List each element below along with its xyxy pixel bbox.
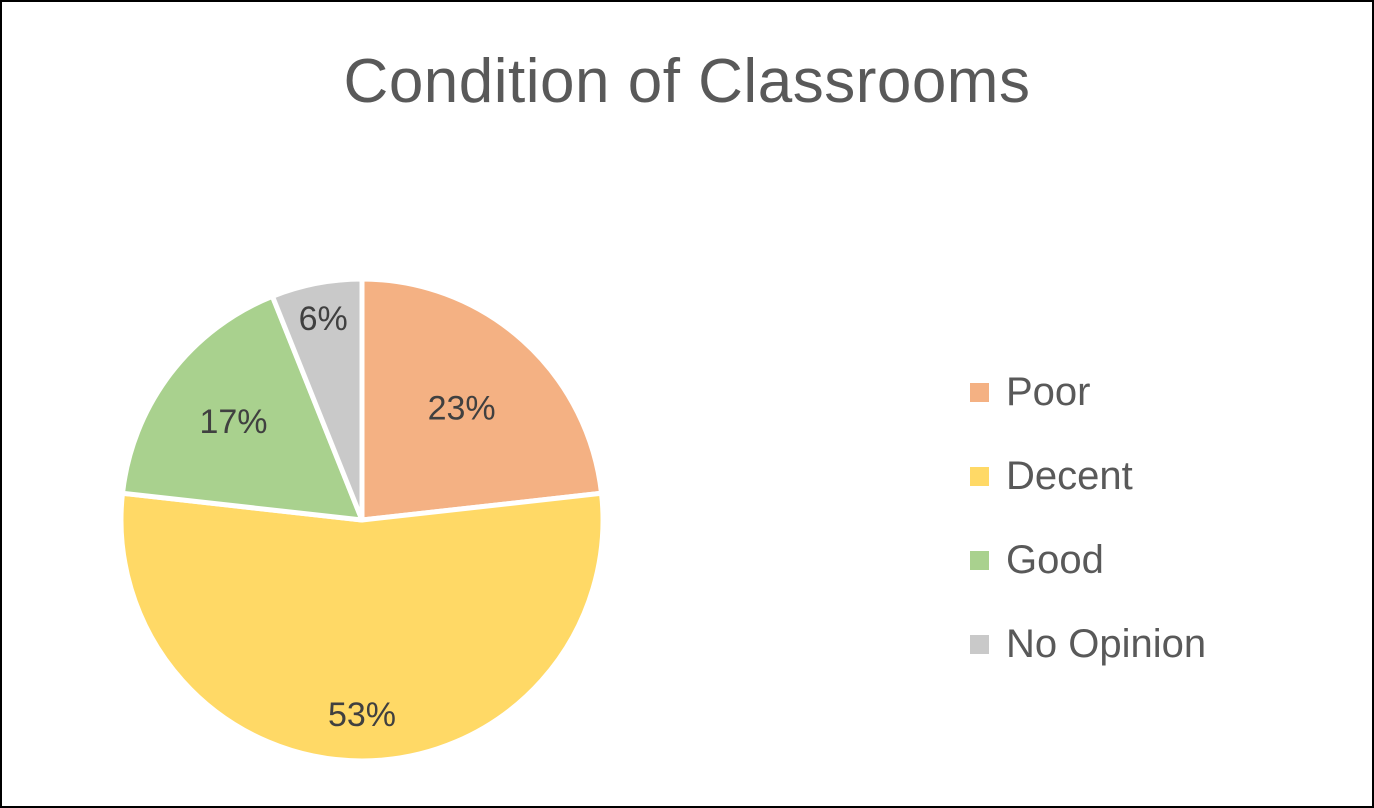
data-label-no-opinion: 6% [299,300,348,338]
legend-item-good: Good [970,518,1206,602]
legend-swatch [970,550,989,570]
pie-slice-poor [359,276,605,523]
legend-label: Decent [1006,453,1133,498]
legend-label: Poor [1006,369,1091,414]
legend-item-poor: Poor [970,350,1206,434]
pie-slice-good [119,293,365,523]
legend-swatch [970,382,989,402]
legend-item-no-opinion: No Opinion [970,602,1206,686]
pie-slice-decent [118,490,606,764]
chart-title: Condition of Classrooms [343,47,1031,116]
pie-labels: 23% 53% 17% 6% [199,300,495,734]
legend-item-decent: Decent [970,434,1206,518]
legend-label: Good [1006,537,1104,582]
data-label-decent: 53% [328,696,396,734]
data-label-good: 17% [199,403,267,441]
legend-swatch [970,634,989,654]
legend-swatch [970,466,989,486]
data-label-poor: 23% [428,390,496,428]
legend-label: No Opinion [1006,621,1207,666]
chart-legend: Poor Decent Good No Opinion [970,350,1206,686]
pie-slices [118,276,606,764]
pie-slice-no-opinion [269,276,365,523]
